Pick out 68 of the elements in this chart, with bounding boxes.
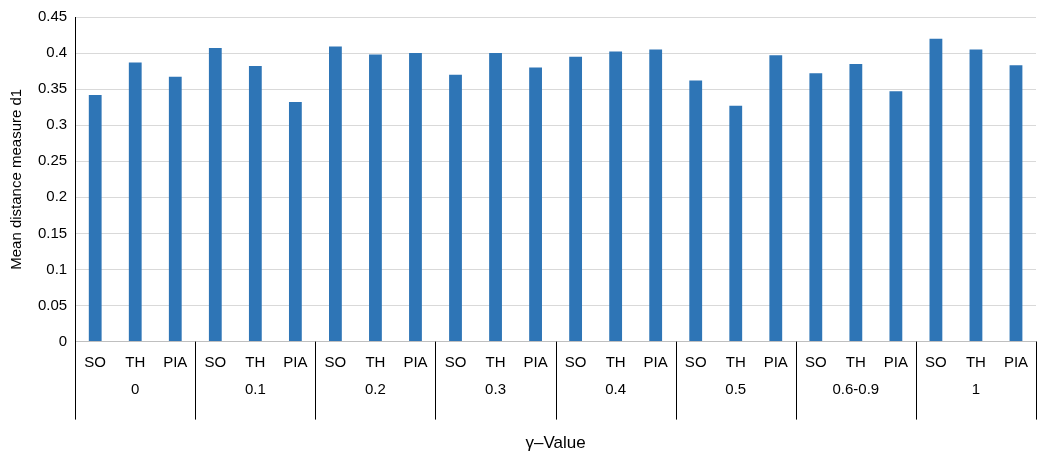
- bar: [208, 48, 222, 342]
- bar: [609, 51, 623, 342]
- y-axis-title: Mean distance measure d1: [7, 88, 25, 270]
- x-tick-label: SO: [684, 352, 707, 370]
- x-tick-label: PIA: [523, 352, 548, 370]
- x-tick-label: TH: [845, 352, 866, 370]
- text: 0.2: [365, 379, 386, 397]
- text: 0: [131, 379, 140, 397]
- bar: [409, 53, 422, 342]
- bar: [809, 73, 823, 342]
- x-tick-label: PIA: [163, 352, 188, 370]
- x-tick-label: PIA: [1003, 352, 1029, 370]
- y-tick-label: 0.2: [46, 187, 68, 205]
- x-tick-label: TH: [725, 352, 746, 370]
- bar: [449, 74, 462, 342]
- x-tick-label: TH: [125, 352, 146, 370]
- y-tick-label: 0.05: [37, 295, 68, 313]
- text: 0.5: [725, 379, 747, 397]
- x-tick-label: TH: [605, 352, 626, 370]
- bar: [248, 66, 262, 342]
- x-tick-label: PIA: [403, 352, 428, 370]
- bar: [889, 91, 903, 342]
- y-tick-label: 0.3: [46, 115, 68, 133]
- bar: [329, 46, 342, 342]
- text: 0.3: [485, 379, 506, 397]
- x-tick-label: TH: [245, 352, 266, 370]
- text: 0.1: [244, 379, 266, 397]
- bar: [288, 102, 302, 342]
- bar: [569, 56, 583, 342]
- y-tick-label: 0.4: [46, 43, 68, 61]
- bar: [529, 67, 542, 342]
- y-tick-label: 0.15: [37, 223, 68, 241]
- x-tick-label: SO: [444, 352, 467, 370]
- bar: [969, 49, 983, 342]
- x-tick-label: SO: [804, 352, 827, 370]
- x-axis-title: γ–Value: [525, 433, 586, 453]
- bar: [489, 53, 502, 342]
- text: 0.6-0.9: [832, 379, 880, 397]
- bar: [128, 62, 142, 342]
- bar: [369, 54, 382, 342]
- x-tick-label: PIA: [763, 352, 788, 370]
- text: 0.4: [605, 379, 627, 397]
- y-tick-label: 0.1: [46, 259, 68, 277]
- y-tick-label: 0.25: [37, 151, 68, 169]
- y-tick-label: 0: [58, 331, 68, 349]
- bar: [769, 55, 783, 342]
- bar: [168, 76, 182, 342]
- y-tick-label: 0.45: [37, 7, 68, 25]
- x-tick-label: SO: [324, 352, 347, 370]
- x-tick-label: SO: [925, 352, 947, 370]
- text: 1: [971, 379, 981, 397]
- bar: [849, 63, 863, 342]
- bar: [689, 80, 703, 342]
- x-tick-label: SO: [204, 352, 227, 370]
- x-tick-label: PIA: [283, 352, 308, 370]
- x-tick-label: PIA: [643, 352, 668, 370]
- bar: [1009, 65, 1023, 342]
- bar: [729, 105, 743, 342]
- x-tick-label: TH: [965, 352, 986, 370]
- x-tick-label: TH: [485, 352, 506, 370]
- x-tick-label: SO: [84, 352, 107, 370]
- bar: [88, 94, 102, 342]
- y-tick-label: 0.35: [37, 79, 68, 97]
- bar: [649, 49, 663, 342]
- x-tick-label: PIA: [883, 352, 908, 370]
- x-tick-label: SO: [564, 352, 587, 370]
- bar: [929, 38, 943, 342]
- x-tick-label: TH: [365, 352, 386, 370]
